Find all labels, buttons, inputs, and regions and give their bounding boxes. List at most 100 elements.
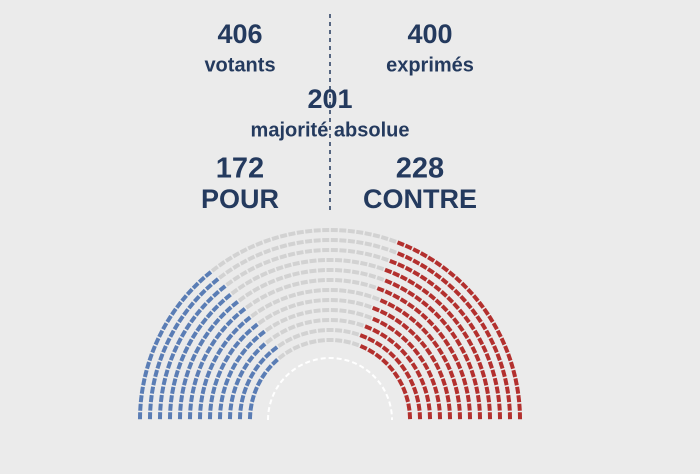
seat	[410, 362, 418, 371]
seat	[440, 290, 448, 298]
seat	[317, 278, 325, 283]
seat	[322, 287, 330, 293]
seat	[158, 403, 163, 411]
seat	[272, 320, 281, 328]
seat	[517, 403, 522, 411]
seat	[304, 319, 313, 326]
seat	[223, 354, 231, 363]
seat	[184, 369, 191, 378]
seat	[364, 251, 373, 258]
seat	[326, 258, 334, 262]
seat	[453, 288, 462, 297]
seat	[217, 298, 226, 307]
seat	[138, 395, 144, 403]
seat	[229, 394, 236, 403]
seat	[426, 403, 432, 411]
seat	[406, 403, 412, 411]
seat	[384, 278, 393, 286]
seat	[343, 329, 351, 335]
seat	[252, 386, 259, 395]
seat	[279, 253, 288, 260]
seat	[300, 330, 309, 337]
seat	[279, 327, 288, 335]
seat	[386, 336, 395, 345]
seat	[364, 324, 373, 331]
seat	[364, 313, 373, 320]
seat	[237, 412, 243, 420]
seat	[437, 370, 445, 379]
seat	[219, 394, 225, 403]
seat	[231, 385, 238, 394]
seat	[503, 377, 509, 386]
seat	[487, 314, 495, 323]
seat	[247, 254, 256, 262]
seat	[142, 369, 149, 378]
seat	[214, 331, 222, 340]
seat	[243, 315, 252, 324]
seat	[376, 265, 385, 272]
seat	[372, 253, 381, 260]
seat	[401, 322, 410, 331]
seat	[426, 318, 435, 327]
seat	[376, 286, 385, 293]
seat	[421, 327, 429, 336]
seat	[376, 275, 385, 282]
seat	[267, 278, 276, 286]
seat	[477, 361, 484, 370]
seat	[394, 306, 403, 314]
seat	[291, 281, 300, 288]
seat	[407, 278, 416, 286]
seat	[292, 333, 301, 340]
seat	[393, 342, 402, 351]
seat	[255, 378, 263, 387]
seat	[300, 259, 309, 265]
seat	[413, 307, 422, 315]
seat	[438, 331, 446, 340]
seat	[215, 370, 223, 379]
seat	[137, 412, 143, 420]
seat	[388, 237, 397, 244]
seat	[343, 278, 351, 284]
seat	[359, 344, 368, 351]
seat	[419, 377, 426, 386]
seat	[367, 347, 376, 355]
seat	[205, 370, 212, 379]
seat	[399, 285, 408, 293]
stat-label: exprimés	[386, 54, 474, 76]
seat	[371, 305, 380, 313]
seat	[347, 228, 355, 234]
seat	[457, 412, 463, 420]
seat	[296, 290, 305, 297]
seat	[161, 322, 169, 331]
seat	[231, 327, 239, 336]
seat	[238, 334, 247, 343]
seat	[231, 312, 240, 321]
seat	[267, 289, 276, 297]
seat	[296, 311, 305, 318]
seat	[475, 315, 483, 324]
seat	[205, 295, 214, 304]
seat	[434, 260, 443, 268]
seat	[454, 275, 463, 284]
seat	[198, 338, 206, 347]
seat	[487, 412, 493, 420]
seat	[432, 324, 441, 333]
seat	[250, 322, 259, 331]
seat	[149, 386, 156, 394]
seat	[507, 403, 512, 411]
seat	[424, 394, 431, 403]
seat	[226, 369, 234, 378]
seat	[263, 351, 272, 359]
seat	[313, 318, 321, 324]
seat	[434, 298, 443, 307]
seat	[305, 228, 313, 234]
seat	[481, 345, 488, 354]
seat	[219, 324, 228, 333]
seat	[347, 238, 356, 244]
seat	[287, 241, 296, 247]
seat	[284, 336, 293, 344]
seat	[392, 293, 401, 301]
seat	[190, 353, 197, 362]
seat	[477, 300, 485, 309]
seat	[445, 324, 453, 333]
